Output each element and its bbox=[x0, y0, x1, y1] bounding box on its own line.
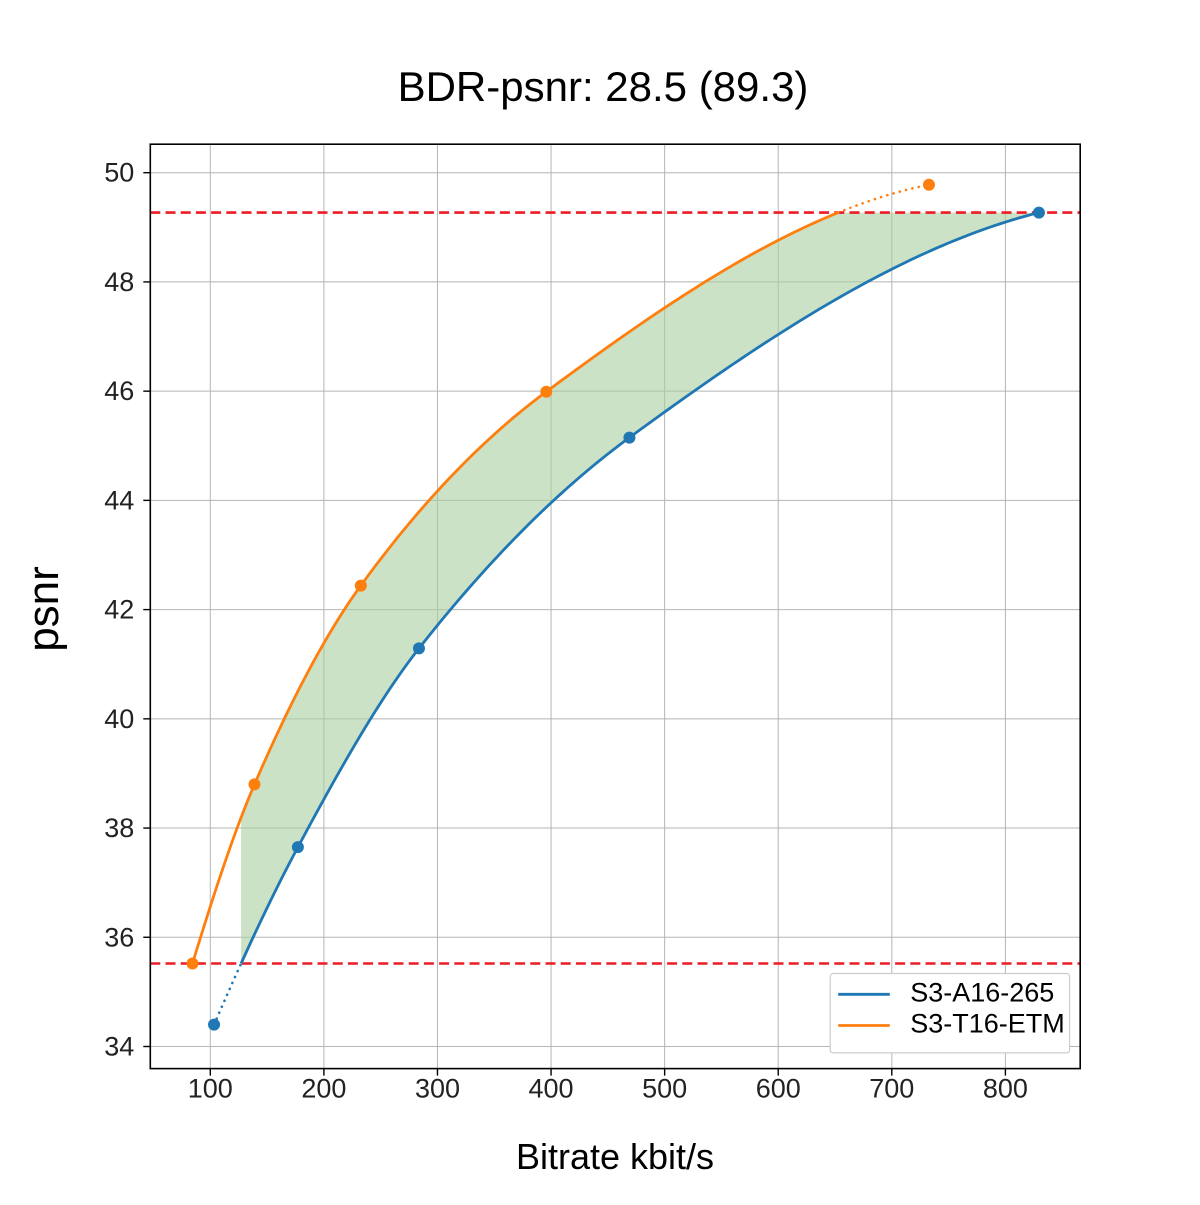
svg-text:700: 700 bbox=[869, 1074, 914, 1104]
svg-text:36: 36 bbox=[104, 922, 134, 952]
svg-text:100: 100 bbox=[188, 1074, 233, 1104]
svg-text:500: 500 bbox=[642, 1074, 687, 1104]
svg-text:400: 400 bbox=[529, 1074, 574, 1104]
svg-text:44: 44 bbox=[104, 485, 134, 515]
svg-text:S3-A16-265: S3-A16-265 bbox=[910, 978, 1054, 1008]
svg-text:psnr: psnr bbox=[19, 566, 68, 652]
svg-text:Bitrate kbit/s: Bitrate kbit/s bbox=[516, 1136, 714, 1177]
svg-text:BDR-psnr: 28.5 (89.3): BDR-psnr: 28.5 (89.3) bbox=[398, 63, 809, 110]
svg-text:42: 42 bbox=[104, 595, 134, 625]
svg-text:40: 40 bbox=[104, 704, 134, 734]
svg-text:300: 300 bbox=[415, 1074, 460, 1104]
svg-text:800: 800 bbox=[983, 1074, 1028, 1104]
svg-text:46: 46 bbox=[104, 376, 134, 406]
svg-text:38: 38 bbox=[104, 813, 134, 843]
svg-text:48: 48 bbox=[104, 267, 134, 297]
svg-text:600: 600 bbox=[756, 1074, 801, 1104]
svg-text:200: 200 bbox=[301, 1074, 346, 1104]
svg-text:S3-T16-ETM: S3-T16-ETM bbox=[910, 1009, 1065, 1039]
svg-text:50: 50 bbox=[104, 158, 134, 188]
svg-text:34: 34 bbox=[104, 1032, 134, 1062]
